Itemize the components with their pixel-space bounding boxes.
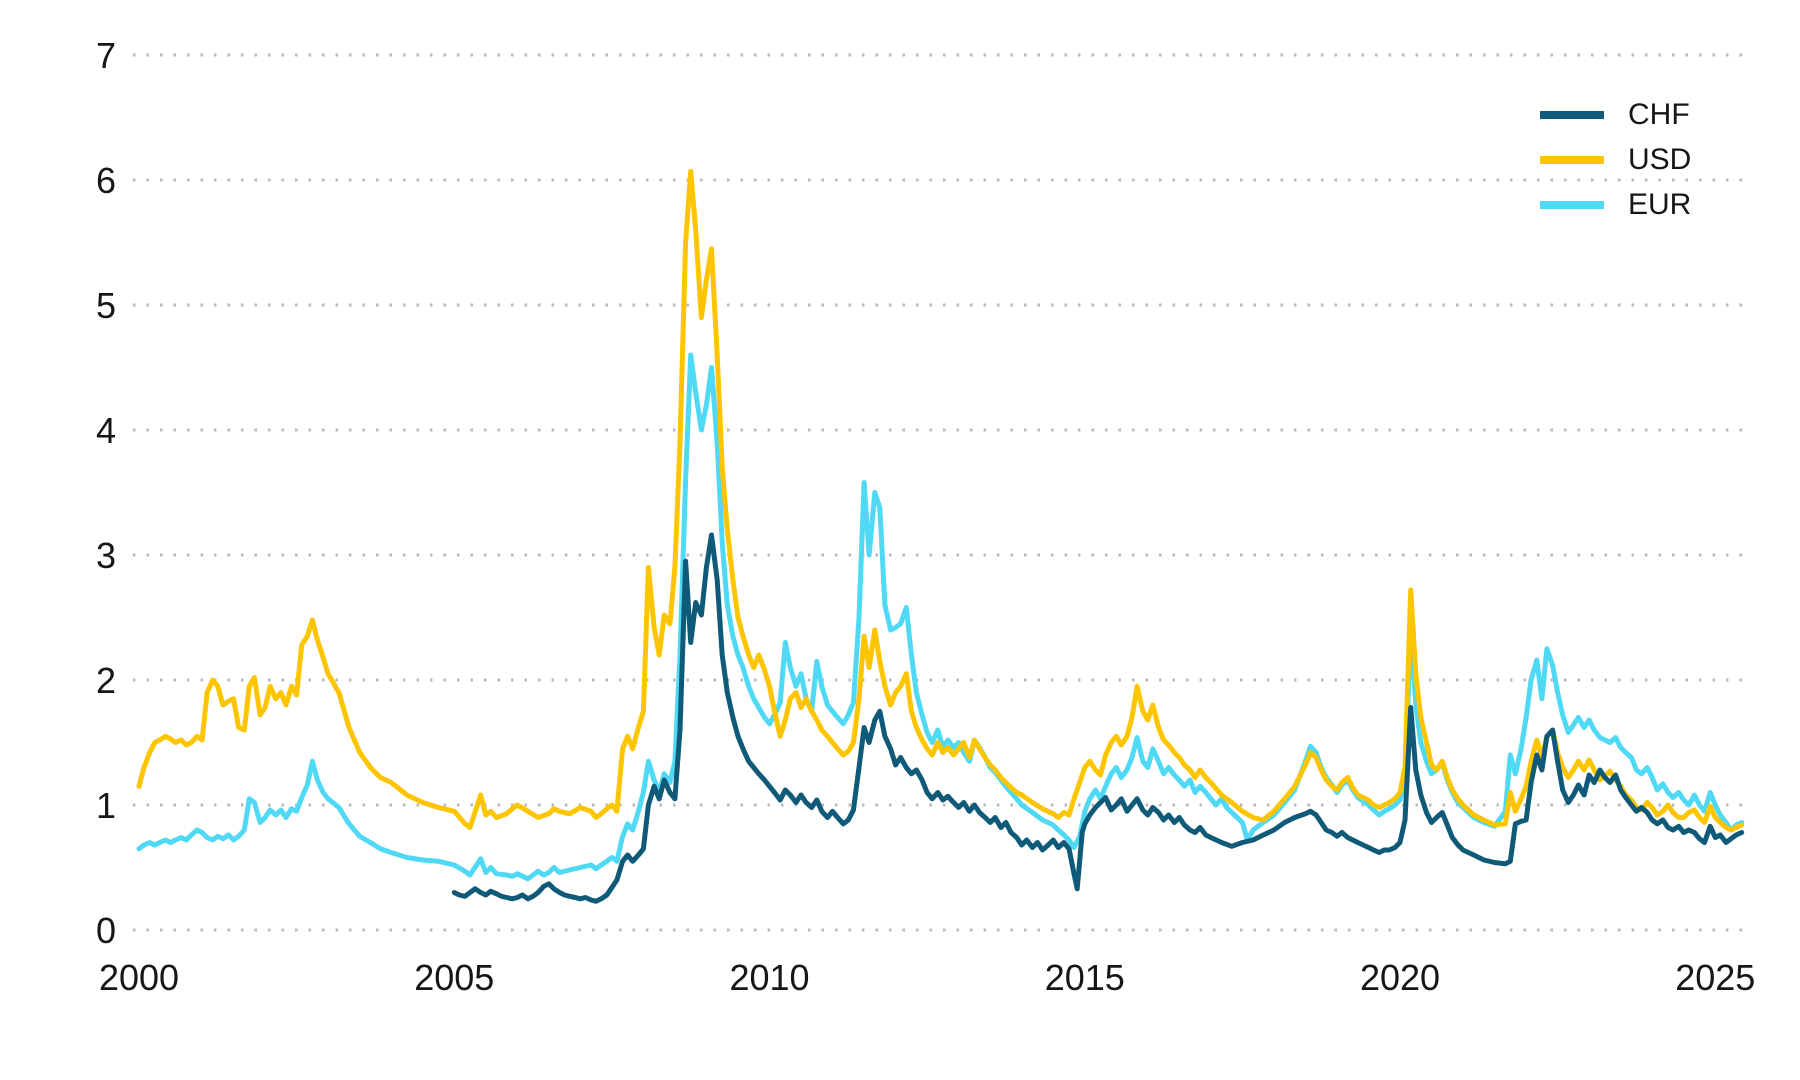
legend-item-usd: USD — [1540, 137, 1691, 182]
legend-swatch-eur — [1540, 200, 1604, 209]
series-line-usd — [136, 168, 1745, 833]
x-axis-tick-label: 2000 — [99, 957, 179, 998]
y-axis-tick-label: 6 — [96, 160, 116, 201]
x-axis-tick-label: 2025 — [1675, 957, 1755, 998]
y-axis-tick-label: 1 — [96, 785, 116, 826]
legend-swatch-usd — [1540, 155, 1604, 164]
y-axis-tick-label: 3 — [96, 535, 116, 576]
y-axis-tick-label: 5 — [96, 285, 116, 326]
y-axis-tick-label: 0 — [96, 910, 116, 951]
legend-label-usd: USD — [1628, 142, 1692, 176]
y-axis-tick-label: 2 — [96, 660, 116, 701]
legend: CHF USD EUR — [1540, 92, 1691, 227]
x-axis-tick-label: 2020 — [1360, 957, 1440, 998]
legend-item-eur: EUR — [1540, 182, 1691, 227]
y-axis-tick-label: 7 — [96, 35, 116, 76]
y-axis-tick-label: 4 — [96, 410, 116, 451]
legend-swatch-chf — [1540, 110, 1604, 119]
x-axis-tick-label: 2015 — [1045, 957, 1125, 998]
x-axis-tick-label: 2010 — [729, 957, 809, 998]
x-axis-tick-label: 2005 — [414, 957, 494, 998]
series-line-chf — [451, 532, 1745, 904]
legend-item-chf: CHF — [1540, 92, 1691, 137]
series-line-eur — [136, 352, 1745, 882]
legend-label-eur: EUR — [1628, 187, 1692, 221]
legend-label-chf: CHF — [1628, 97, 1690, 131]
